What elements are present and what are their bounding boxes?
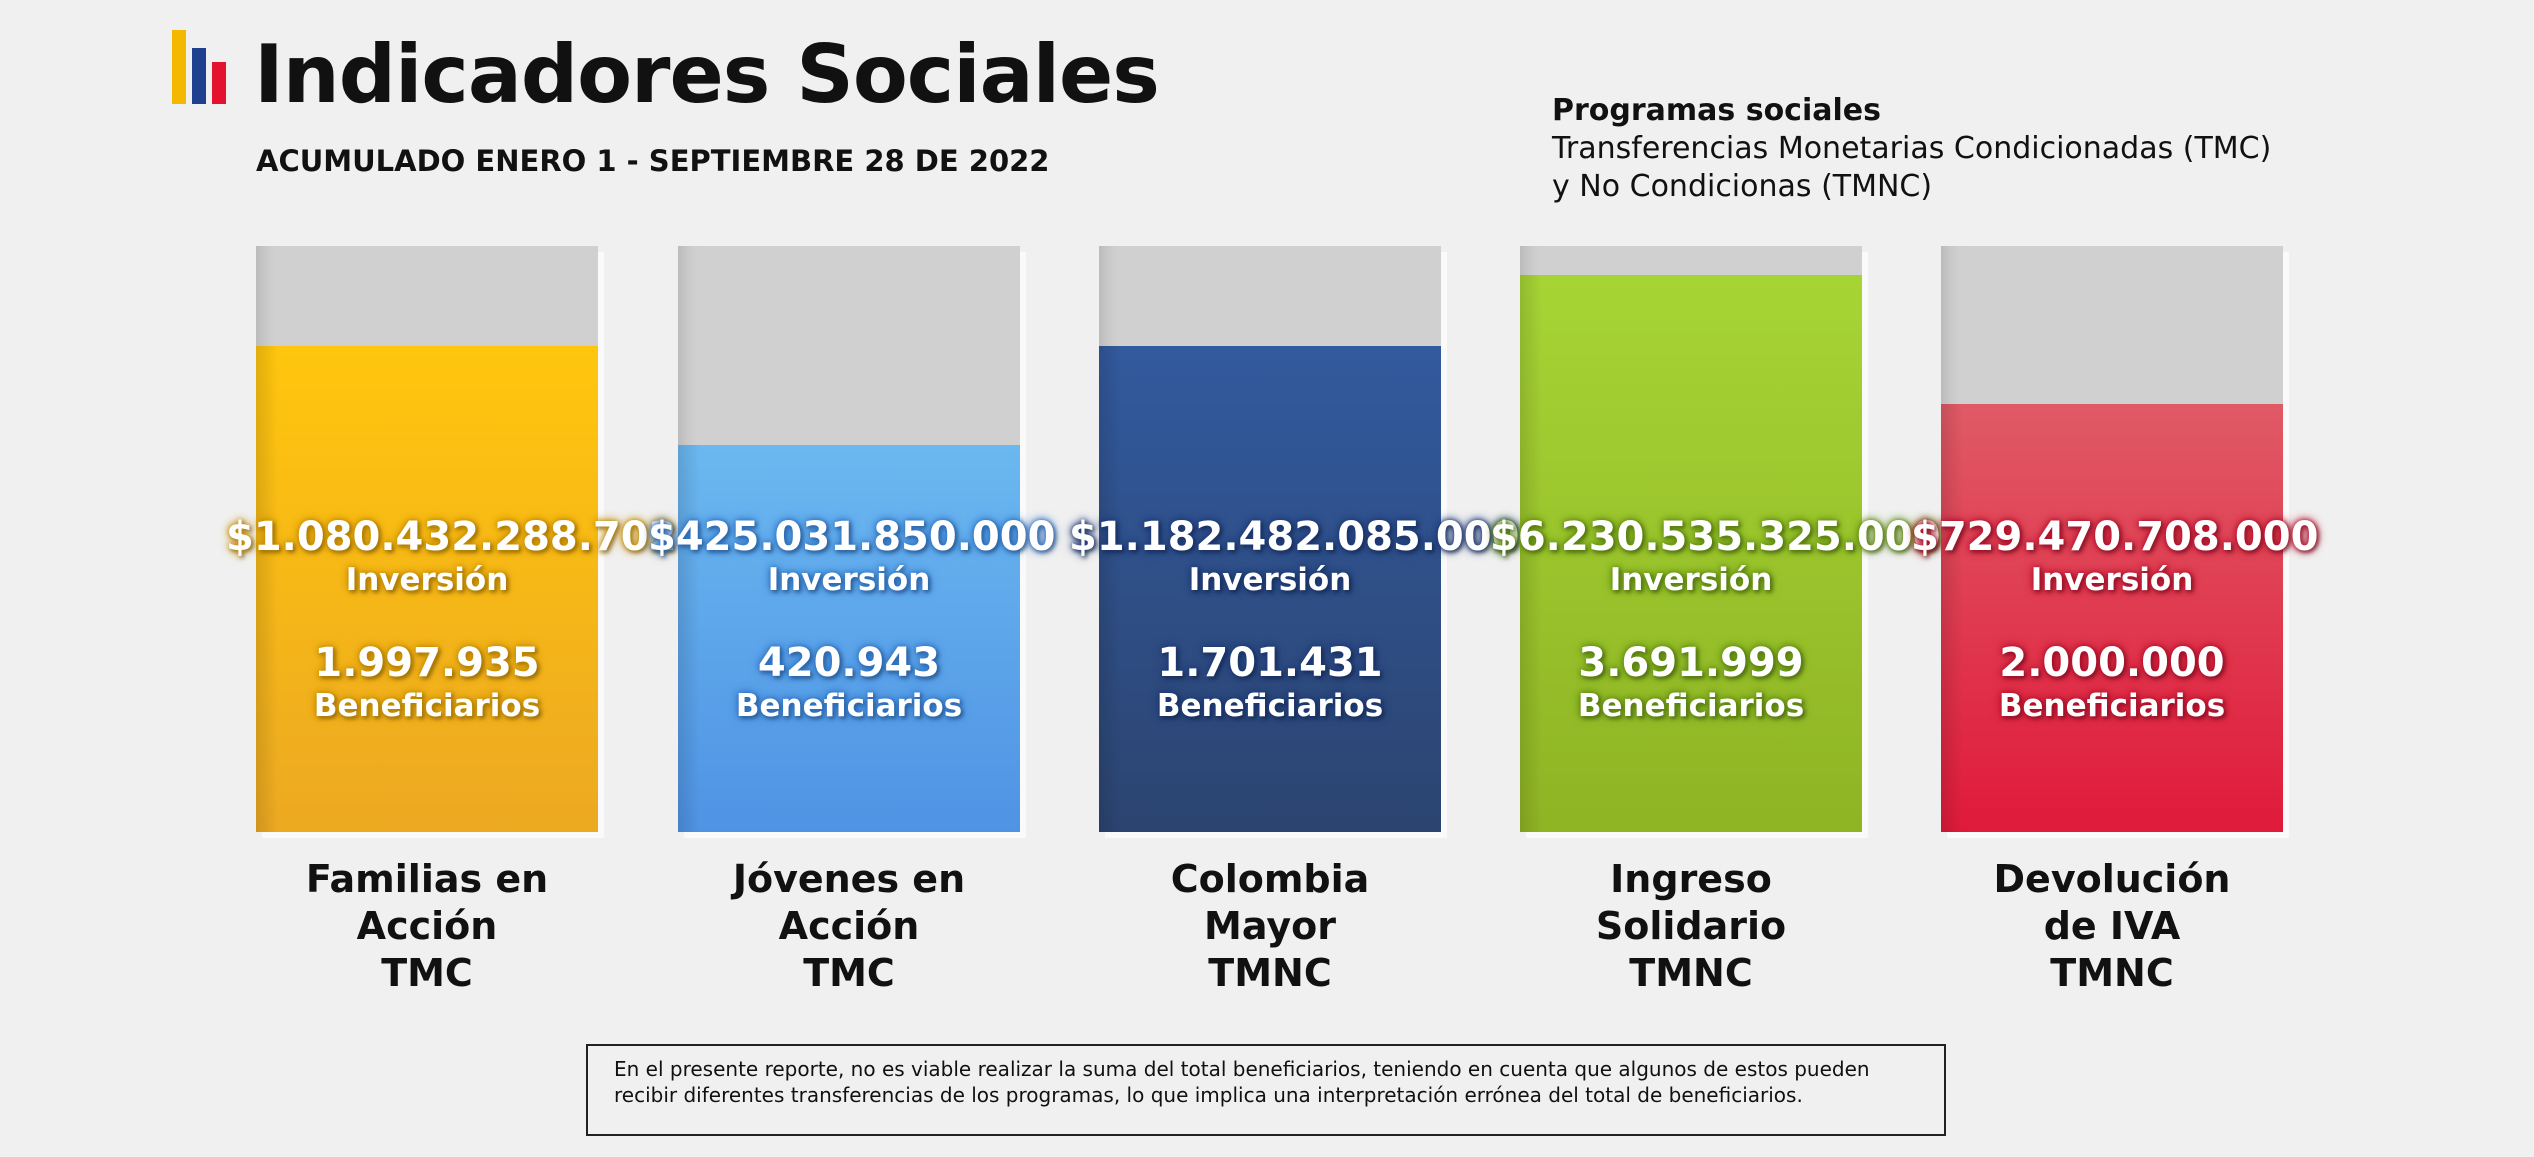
inversion-label-4: Inversión bbox=[1609, 562, 1773, 598]
inversion-label-1: Inversión bbox=[345, 562, 509, 598]
inversion-value-2: $425.031.850.000 bbox=[648, 514, 1056, 560]
bar-column-5: $729.470.708.000 Inversión 2.000.000 Benefi… bbox=[1911, 246, 2318, 832]
category-label-5-line-2: de IVA bbox=[2043, 904, 2181, 948]
category-label-3-line-1: Colombia bbox=[1170, 857, 1370, 901]
bar-fill-5 bbox=[1941, 404, 2283, 832]
category-label-5-line-3: TMNC bbox=[2050, 951, 2174, 995]
category-label-2: Jóvenes en Acción TMC bbox=[678, 856, 1020, 997]
page-subtitle: ACUMULADO ENERO 1 - SEPTIEMBRE 28 DE 202… bbox=[256, 144, 1050, 178]
programs-line-1: Transferencias Monetarias Condicionadas … bbox=[1552, 131, 2272, 166]
beneficiarios-value-2: 420.943 bbox=[757, 640, 941, 686]
programs-info: Programas sociales Transferencias Moneta… bbox=[1552, 92, 2271, 206]
inversion-label-2: Inversión bbox=[767, 562, 931, 598]
category-label-1-line-2: Acción bbox=[356, 904, 498, 948]
inversion-value-3: $1.182.482.085.000 bbox=[1069, 514, 1520, 560]
bar-fill-3 bbox=[1099, 346, 1441, 832]
beneficiarios-label-4: Beneficiarios bbox=[1577, 688, 1805, 724]
beneficiarios-label-5: Beneficiarios bbox=[1998, 688, 2226, 724]
beneficiarios-value-1: 1.997.935 bbox=[314, 640, 540, 686]
inversion-value-1: $1.080.432.288.702 bbox=[226, 514, 677, 560]
category-label-3-line-3: TMNC bbox=[1208, 951, 1332, 995]
logo-bar-yellow bbox=[172, 30, 186, 104]
category-label-4-line-3: TMNC bbox=[1629, 951, 1753, 995]
beneficiarios-label-2: Beneficiarios bbox=[735, 688, 963, 724]
beneficiarios-value-4: 3.691.999 bbox=[1578, 640, 1804, 686]
category-label-4-line-1: Ingreso bbox=[1610, 857, 1772, 901]
category-label-5-line-1: Devolución bbox=[1993, 857, 2231, 901]
bar-fill-2 bbox=[678, 445, 1020, 832]
bar-column-1: $1.080.432.288.702 Inversión 1.997.935 Bene… bbox=[226, 246, 676, 832]
bar-column-2: $425.031.850.000 Inversión 420.943 Benefici… bbox=[648, 246, 1055, 832]
bar-fill-4 bbox=[1520, 275, 1862, 832]
beneficiarios-value-5: 2.000.000 bbox=[1999, 640, 2225, 686]
beneficiarios-label-1: Beneficiarios bbox=[313, 688, 541, 724]
bar-column-3: $1.182.482.085.000 Inversión 1.701.431 Bene… bbox=[1069, 246, 1519, 832]
category-label-4: Ingreso Solidario TMNC bbox=[1520, 856, 1862, 997]
disclaimer-note: En el presente reporte, no es viable rea… bbox=[586, 1044, 1946, 1136]
category-label-1-line-3: TMC bbox=[381, 951, 473, 995]
programs-heading: Programas sociales bbox=[1552, 93, 1881, 128]
logo-bar-blue bbox=[192, 48, 206, 104]
logo-bar-red bbox=[212, 62, 226, 104]
category-label-2-line-3: TMC bbox=[803, 951, 895, 995]
inversion-value-5: $729.470.708.000 bbox=[1911, 514, 2319, 560]
beneficiarios-value-3: 1.701.431 bbox=[1157, 640, 1383, 686]
page-title: Indicadores Sociales bbox=[254, 28, 1160, 121]
bar-fill-1 bbox=[256, 346, 598, 832]
inversion-label-5: Inversión bbox=[2030, 562, 2194, 598]
category-label-5: Devolución de IVA TMNC bbox=[1941, 856, 2283, 997]
category-label-4-line-2: Solidario bbox=[1595, 904, 1787, 948]
beneficiarios-label-3: Beneficiarios bbox=[1156, 688, 1384, 724]
category-label-1: Familias en Acción TMC bbox=[256, 856, 598, 997]
category-label-3-line-2: Mayor bbox=[1204, 904, 1336, 948]
bar-column-4: $6.230.535.325.000 Inversión 3.691.999 Bene… bbox=[1490, 246, 1940, 832]
category-label-1-line-1: Familias en bbox=[305, 857, 549, 901]
inversion-value-4: $6.230.535.325.000 bbox=[1490, 514, 1941, 560]
inversion-label-3: Inversión bbox=[1188, 562, 1352, 598]
category-label-2-line-1: Jóvenes en bbox=[732, 857, 966, 901]
category-label-2-line-2: Acción bbox=[778, 904, 920, 948]
programs-line-2: y No Condicionas (TMNC) bbox=[1552, 169, 1933, 204]
logo-bars-icon bbox=[172, 30, 228, 104]
category-label-3: Colombia Mayor TMNC bbox=[1099, 856, 1441, 997]
